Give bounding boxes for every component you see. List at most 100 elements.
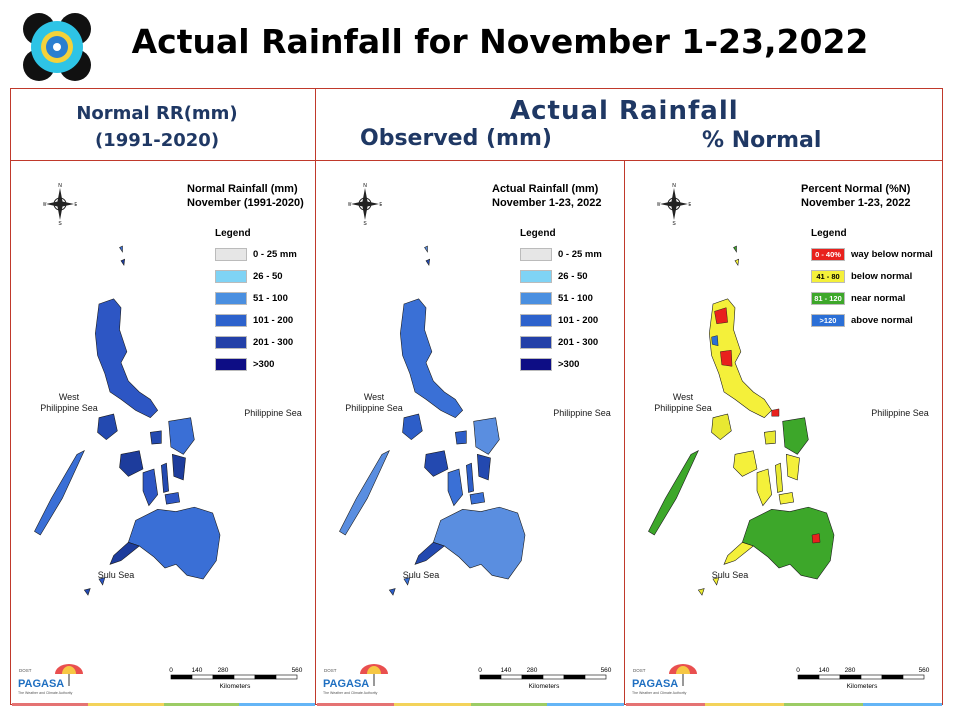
svg-text:W: W: [43, 202, 47, 208]
island-region: [734, 258, 740, 266]
island-region: [447, 468, 463, 507]
svg-text:W: W: [348, 202, 352, 208]
legend-label: >300: [558, 359, 580, 370]
map-title-line2: November 1-23, 2022: [492, 197, 602, 209]
scale-tick: 280: [218, 667, 229, 674]
svg-text:E: E: [74, 202, 77, 208]
legend-swatch: >120: [811, 314, 845, 327]
legend-label: 101 - 200: [558, 315, 599, 326]
island-region: [711, 413, 732, 441]
island-region: [741, 506, 835, 580]
legend-entry: 201 - 300: [520, 336, 598, 349]
legend-title: Legend: [811, 228, 847, 239]
scale-unit: Kilometers: [847, 683, 878, 690]
legend-label: 26 - 50: [558, 271, 588, 282]
svg-text:The Weather and Climate Author: The Weather and Climate Authority: [18, 691, 73, 695]
legend-entry: 0 - 40% way below normal: [811, 248, 933, 261]
island-region: [733, 245, 737, 253]
island-region: [733, 450, 758, 477]
anomaly-patch: [811, 533, 821, 544]
island-region: [83, 588, 91, 596]
svg-text:S: S: [672, 221, 676, 226]
legend-title: Legend: [215, 228, 251, 239]
island-region: [161, 462, 169, 493]
percent-heading: % Normal: [702, 128, 822, 153]
anomaly-patch: [771, 408, 780, 417]
scale-tick: 0: [169, 667, 173, 674]
legend-entry: >300: [520, 358, 579, 371]
sea-label-line: Philippine Sea: [345, 403, 403, 413]
compass-rose-icon: N S W E: [43, 183, 77, 226]
scale-tick: 0: [478, 667, 482, 674]
svg-text:PAGASA: PAGASA: [323, 678, 369, 690]
map-title: Normal Rainfall (mm) November (1991-2020): [187, 182, 304, 210]
legend-label: 0 - 25 mm: [558, 249, 602, 260]
philippines-map: [339, 245, 526, 596]
legend-label: 201 - 300: [253, 337, 294, 348]
legend-swatch: [215, 358, 247, 371]
footer-color-bar: [317, 703, 394, 706]
legend-label: way below normal: [851, 249, 933, 260]
philippines-map: [648, 245, 835, 596]
island-region: [119, 245, 123, 253]
scale-tick: 280: [527, 667, 538, 674]
map-title: Actual Rainfall (mm) November 1-23, 2022: [492, 182, 601, 210]
footer-color-bar: [12, 703, 88, 706]
map-title: Percent Normal (%N) November 1-23, 2022: [801, 182, 910, 210]
island-region: [782, 417, 809, 455]
anomaly-patch: [711, 335, 719, 347]
footer-color-bar: [470, 703, 548, 706]
legend-swatch: 81 - 120: [811, 292, 845, 305]
legend-swatch: [520, 292, 552, 305]
anomaly-patch: [720, 349, 733, 367]
legend-label: >300: [253, 359, 275, 370]
map-title-line1: Percent Normal (%N): [801, 183, 911, 195]
sea-label-east: Philippine Sea: [244, 408, 302, 418]
island-region: [414, 542, 445, 565]
legend-entry: >300: [215, 358, 274, 371]
sea-label-sulu: Sulu Sea: [402, 570, 440, 580]
island-region: [723, 542, 754, 565]
island-region: [119, 450, 144, 477]
island-region: [466, 462, 474, 493]
island-region: [339, 450, 390, 536]
sea-label-sulu: Sulu Sea: [97, 570, 135, 580]
footer-color-bar: [239, 703, 315, 706]
map-title-line1: Normal Rainfall (mm): [187, 183, 298, 195]
scale-tick: 0: [796, 667, 800, 674]
sea-label-line: Philippine Sea: [654, 403, 712, 413]
svg-text:W: W: [657, 202, 661, 208]
island-region: [403, 577, 411, 586]
svg-text:E: E: [379, 202, 382, 208]
island-region: [127, 506, 221, 580]
legend-entry: 26 - 50: [215, 270, 283, 283]
legend-label: 201 - 300: [558, 337, 599, 348]
map-title-line1: Actual Rainfall (mm): [492, 183, 599, 195]
legend-label: near normal: [851, 293, 906, 304]
scale-tick: 560: [292, 667, 303, 674]
map-title-line2: November (1991-2020): [187, 197, 304, 209]
legend-swatch: [520, 270, 552, 283]
legend-swatch: 41 - 80: [811, 270, 845, 283]
sea-label-line: West: [58, 392, 80, 402]
svg-text:The Weather and Climate Author: The Weather and Climate Authority: [323, 691, 378, 695]
legend-entry: 0 - 25 mm: [215, 248, 297, 261]
map-title-line2: November 1-23, 2022: [801, 197, 911, 209]
island-region: [775, 462, 783, 493]
svg-text:N: N: [672, 183, 676, 189]
percent-normal-map-panel: N S W E Percent Normal (%N) November 1-23, 20…: [625, 160, 942, 702]
compass-rose-icon: N S W E: [657, 183, 691, 226]
island-region: [425, 258, 431, 266]
island-region: [164, 492, 181, 505]
island-region: [424, 245, 428, 253]
island-region: [473, 417, 500, 455]
sea-label-sulu: Sulu Sea: [711, 570, 749, 580]
island-region: [477, 453, 491, 481]
island-region: [109, 542, 140, 565]
footer-color-bar: [705, 703, 784, 706]
legend-swatch: 0 - 40%: [811, 248, 845, 261]
island-region: [786, 453, 800, 481]
sea-label-line: West: [363, 392, 385, 402]
scale-tick: 140: [819, 667, 830, 674]
